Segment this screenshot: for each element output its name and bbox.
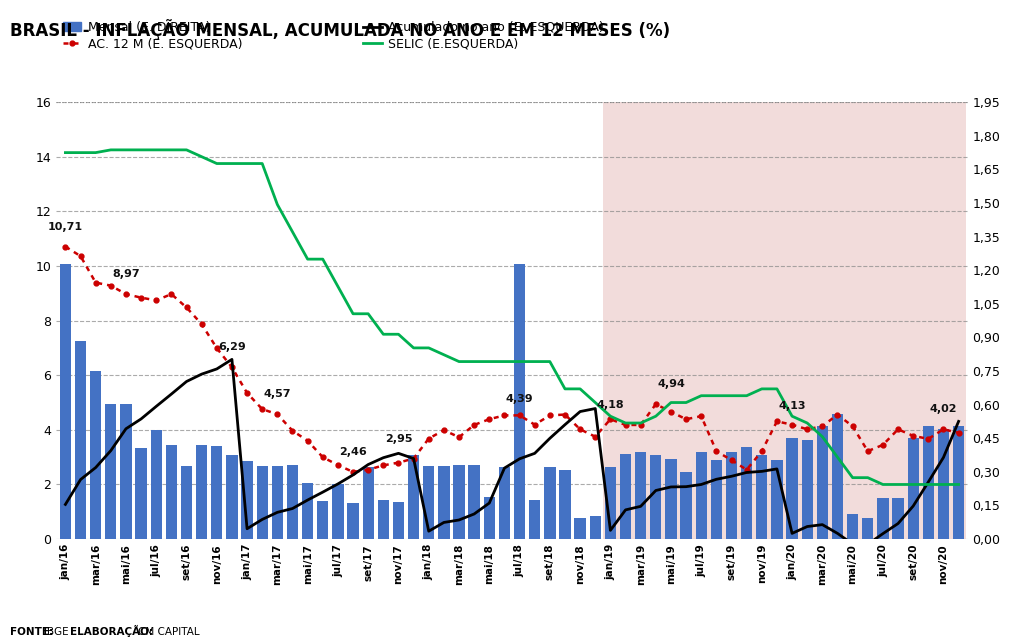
Bar <box>590 516 601 539</box>
Text: BRASIL - INFLAÇÃO MENSAL, ACUMULADA NO ANO E EM 12 MESES (%): BRASIL - INFLAÇÃO MENSAL, ACUMULADA NO A… <box>10 19 671 40</box>
Text: 4,39: 4,39 <box>506 394 534 404</box>
Bar <box>166 445 177 539</box>
Bar <box>771 460 782 539</box>
Bar <box>438 466 450 539</box>
Bar <box>831 413 843 539</box>
Bar <box>378 500 389 539</box>
Text: FONTE:: FONTE: <box>10 627 57 637</box>
Bar <box>695 452 707 539</box>
Bar <box>756 455 767 539</box>
Bar <box>362 467 374 539</box>
Bar <box>423 466 434 539</box>
Text: 8,97: 8,97 <box>113 269 139 279</box>
Bar <box>907 438 919 539</box>
Bar <box>454 465 465 539</box>
Bar <box>802 440 813 539</box>
Bar <box>181 466 193 539</box>
Bar <box>257 466 268 539</box>
Bar <box>242 461 253 539</box>
Bar <box>741 447 753 539</box>
Bar <box>347 503 358 539</box>
Text: 4,18: 4,18 <box>597 400 625 410</box>
Bar <box>635 452 646 539</box>
Bar <box>75 341 86 539</box>
Bar <box>211 446 222 539</box>
Bar <box>59 264 71 539</box>
Bar <box>726 452 737 539</box>
Bar <box>287 465 298 539</box>
Bar <box>90 371 101 539</box>
Bar <box>953 426 965 539</box>
Bar <box>544 467 556 539</box>
Bar <box>271 466 283 539</box>
Text: 10,71: 10,71 <box>48 221 83 232</box>
Bar <box>514 264 525 539</box>
Bar <box>605 467 616 539</box>
Text: 2,46: 2,46 <box>339 447 367 457</box>
Bar <box>680 472 692 539</box>
Text: 4,94: 4,94 <box>657 379 685 389</box>
Bar <box>603 102 967 539</box>
Bar <box>574 517 586 539</box>
Bar <box>862 518 873 539</box>
Bar <box>847 514 858 539</box>
Text: 4,02: 4,02 <box>930 404 957 414</box>
Bar <box>786 438 798 539</box>
Legend: Acumulado no ano (E. ESQUERDA), SELIC (E.ESQUERDA): Acumulado no ano (E. ESQUERDA), SELIC (E… <box>364 21 604 50</box>
Bar <box>226 455 238 539</box>
Bar <box>151 430 162 539</box>
Bar <box>892 498 904 539</box>
Bar <box>196 445 207 539</box>
Text: 4,57: 4,57 <box>263 389 291 399</box>
Text: CM CAPITAL: CM CAPITAL <box>138 627 200 637</box>
Text: 2,95: 2,95 <box>385 433 413 443</box>
Bar <box>135 448 146 539</box>
Bar <box>817 426 828 539</box>
Bar <box>620 454 631 539</box>
Bar <box>878 498 889 539</box>
Bar <box>938 429 949 539</box>
Bar <box>317 501 329 539</box>
Bar <box>650 455 662 539</box>
Text: ELABORAÇÃO:: ELABORAÇÃO: <box>70 625 153 637</box>
Bar <box>499 467 510 539</box>
Bar <box>408 455 419 539</box>
Bar <box>666 459 677 539</box>
Bar <box>302 483 313 539</box>
Bar <box>468 465 480 539</box>
Text: 6,29: 6,29 <box>218 342 246 352</box>
Bar <box>923 426 934 539</box>
Bar <box>120 404 132 539</box>
Bar <box>105 404 117 539</box>
Text: 4,13: 4,13 <box>778 401 806 412</box>
Bar <box>529 500 541 539</box>
Bar <box>332 484 344 539</box>
Text: IBGE: IBGE <box>44 627 75 637</box>
Bar <box>559 470 570 539</box>
Bar <box>393 502 404 539</box>
Bar <box>483 497 495 539</box>
Bar <box>711 460 722 539</box>
